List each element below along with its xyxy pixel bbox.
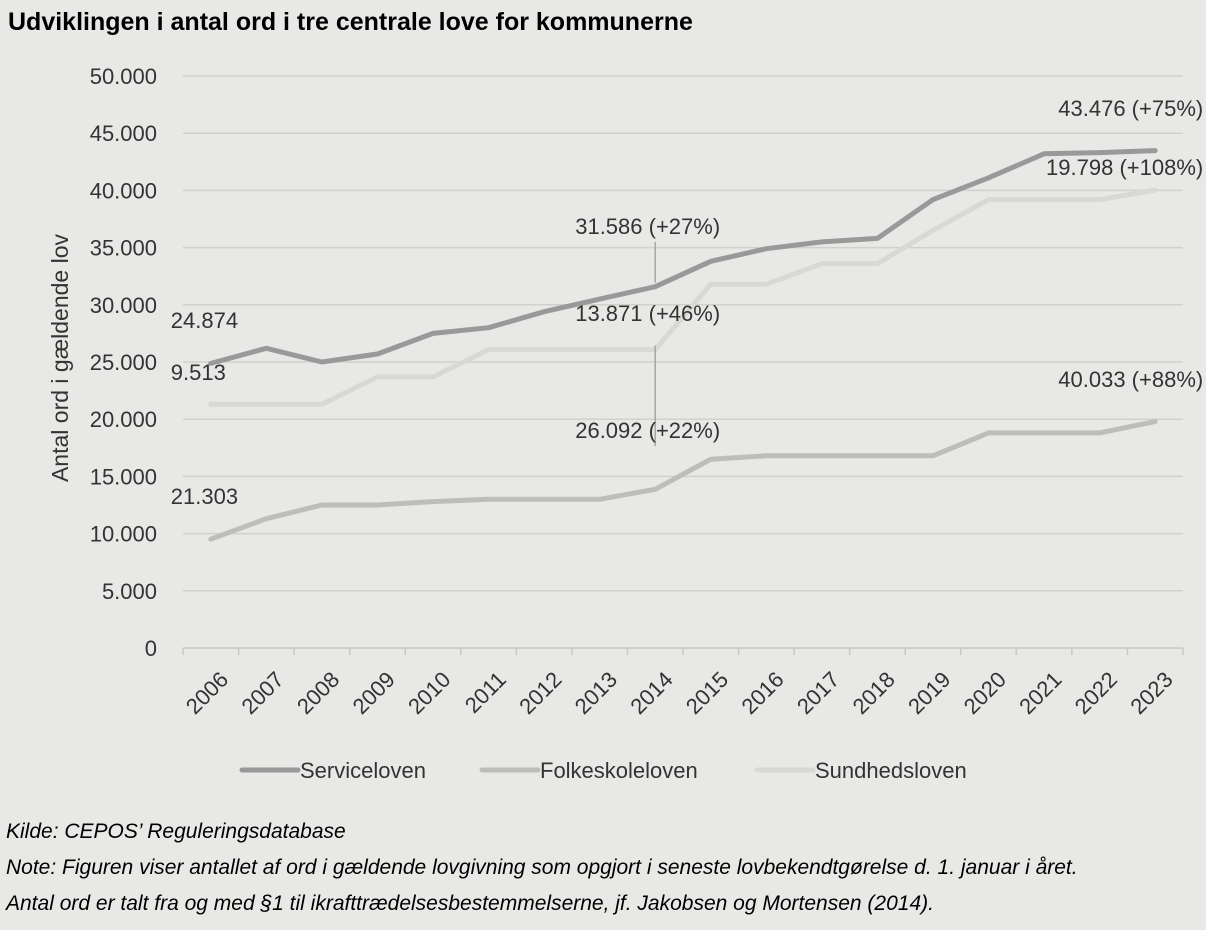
legend-label: Serviceloven	[300, 758, 426, 783]
y-tick-label: 45.000	[90, 121, 157, 146]
x-tick-label: 2014	[625, 667, 677, 719]
x-tick-label: 2019	[903, 667, 955, 719]
data-label: 40.033 (+88%)	[1058, 367, 1203, 392]
data-label: 9.513	[171, 360, 226, 385]
y-tick-label: 25.000	[90, 350, 157, 375]
x-tick-label: 2013	[570, 667, 622, 719]
y-tick-label: 35.000	[90, 236, 157, 261]
series-lines	[208, 148, 1158, 542]
y-tick-label: 0	[145, 636, 157, 661]
note-line-2: Antal ord er talt fra og med §1 til ikra…	[6, 892, 934, 915]
source-note: Kilde: CEPOS’ Reguleringsdatabase	[6, 820, 346, 843]
x-tick-label: 2016	[736, 667, 788, 719]
y-tick-label: 5.000	[102, 579, 157, 604]
x-axis-ticks: 2006 2007 2008 2009 2010 2011 2012 2013 2014 2015…	[181, 667, 1178, 719]
y-axis-ticks: 0 5.000 10.000 15.000 20.000 25.000 30.000 35.0…	[90, 64, 157, 661]
x-tick-label: 2020	[959, 667, 1011, 719]
x-axis	[182, 647, 1184, 655]
data-label: 21.303	[171, 484, 238, 509]
y-tick-label: 30.000	[90, 293, 157, 318]
data-label: 31.586 (+27%)	[575, 214, 720, 239]
y-tick-label: 50.000	[90, 64, 157, 89]
data-label: 24.874	[171, 308, 238, 333]
data-label: 43.476 (+75%)	[1058, 96, 1203, 121]
legend-label: Folkeskoleloven	[540, 758, 698, 783]
series-line-sundhedsloven	[208, 187, 1158, 407]
x-tick-label: 2011	[460, 667, 511, 718]
chart-title: Udviklingen i antal ord i tre centrale l…	[8, 8, 693, 36]
data-label: 26.092 (+22%)	[575, 418, 720, 443]
x-tick-label: 2007	[236, 667, 288, 719]
series-line-serviceloven	[208, 148, 1158, 366]
x-tick-label: 2022	[1070, 667, 1122, 719]
x-tick-label: 2018	[848, 667, 900, 719]
x-tick-label: 2010	[403, 667, 455, 719]
y-tick-label: 20.000	[90, 407, 157, 432]
data-label: 19.798 (+108%)	[1046, 155, 1203, 180]
y-tick-label: 40.000	[90, 178, 157, 203]
x-tick-label: 2023	[1125, 667, 1177, 719]
x-tick-label: 2012	[514, 667, 566, 719]
gridlines	[183, 75, 1183, 592]
annotations: 24.874 9.513 21.303 31.586 (+27%) 13.871 (+4…	[171, 96, 1203, 509]
legend: Serviceloven Folkeskoleloven Sundhedsloven	[239, 758, 967, 783]
series-line-folkeskoleloven	[208, 419, 1158, 542]
y-axis-label: Antal ord i gældende lov	[47, 233, 73, 482]
x-tick-label: 2015	[681, 667, 733, 719]
x-tick-label: 2021	[1014, 667, 1066, 719]
x-tick-label: 2006	[181, 667, 233, 719]
data-label: 13.871 (+46%)	[575, 301, 720, 326]
x-tick-label: 2017	[792, 667, 844, 719]
x-tick-label: 2009	[348, 667, 400, 719]
y-tick-label: 15.000	[90, 464, 157, 489]
note-line-1: Note: Figuren viser antallet af ord i gæ…	[6, 856, 1078, 879]
x-tick-label: 2008	[292, 667, 344, 719]
legend-label: Sundhedsloven	[815, 758, 967, 783]
y-tick-label: 10.000	[90, 522, 157, 547]
